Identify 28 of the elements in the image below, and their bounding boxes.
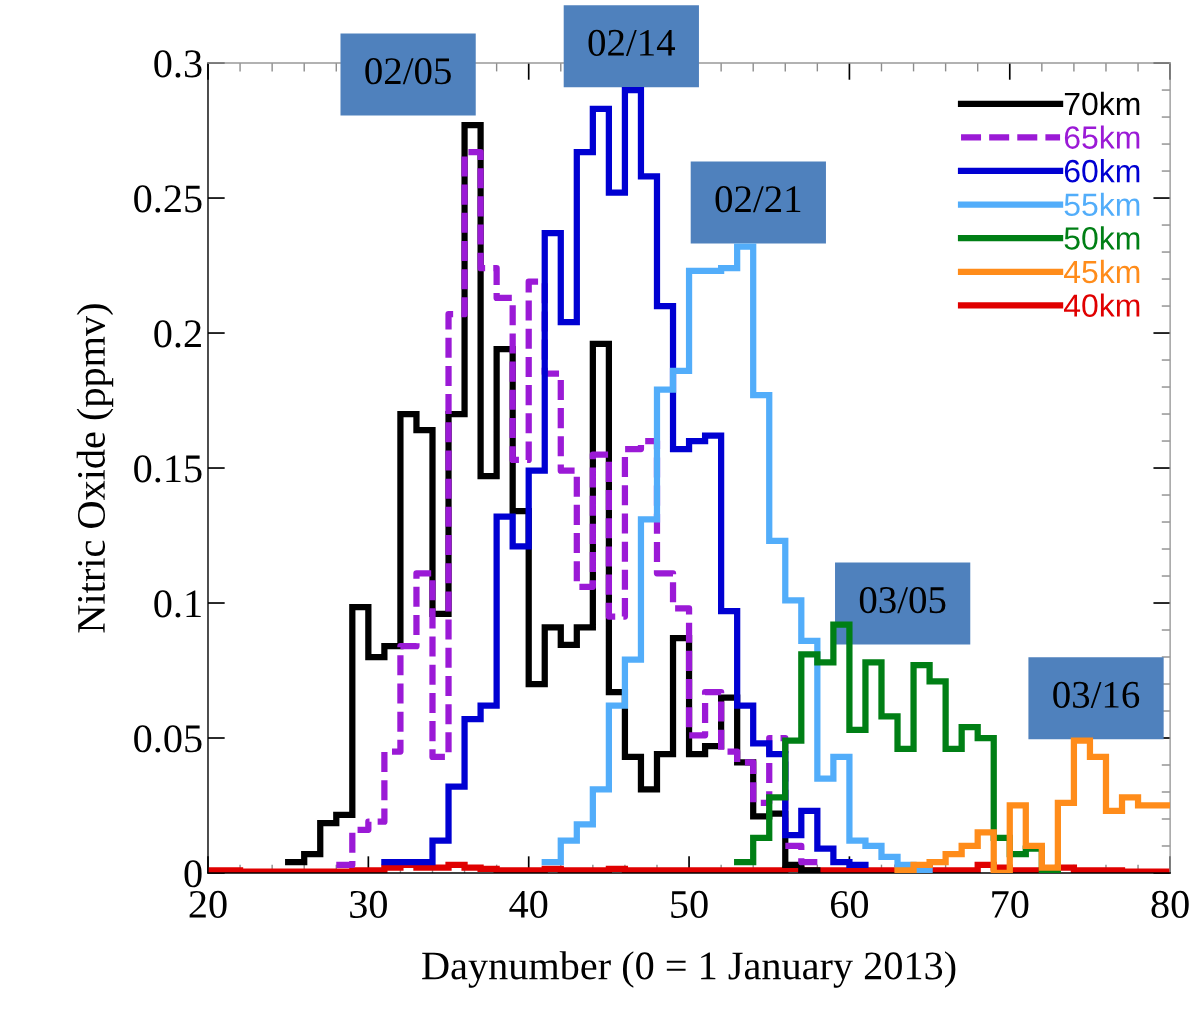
y-tick-label: 0.2 — [154, 320, 201, 348]
x-tick-label: 80 — [1151, 890, 1189, 918]
legend-label: 60km — [1064, 159, 1140, 183]
annotation: 02/05 — [365, 58, 451, 85]
legend-label: 55km — [1064, 192, 1140, 217]
legend-label: 45km — [1063, 259, 1140, 284]
y-tick-label: 0.05 — [134, 725, 202, 753]
legend-label: 40km — [1063, 293, 1140, 317]
x-tick-label: 70 — [992, 890, 1029, 918]
x-tick-label: 20 — [189, 890, 227, 918]
y-tick-label: 0.3 — [154, 50, 202, 78]
annotation: 03/16 — [1053, 681, 1140, 708]
x-tick-label: 40 — [509, 890, 548, 918]
legend-label: 50km — [1064, 226, 1140, 250]
legend-label: 70km — [1064, 91, 1140, 116]
y-tick-label: 0 — [184, 860, 202, 888]
x-tick-label: 60 — [831, 890, 869, 918]
x-tick-label: 30 — [350, 890, 387, 918]
x-tick-label: 50 — [671, 890, 708, 918]
annotation: 02/21 — [715, 186, 801, 213]
text: 02/14 — [588, 29, 676, 56]
x-axis-title: Daynumber (0 = 1 January 2013) — [422, 951, 956, 988]
y-tick-label: 0.1 — [154, 590, 201, 618]
legend-label: 65km — [1064, 125, 1140, 149]
y-axis-title: Nitric Oxide (ppmv) — [76, 304, 114, 633]
y-tick-label: 0.25 — [134, 185, 202, 213]
annotation: 03/05 — [859, 586, 946, 614]
y-tick-label: 0.15 — [134, 455, 202, 483]
